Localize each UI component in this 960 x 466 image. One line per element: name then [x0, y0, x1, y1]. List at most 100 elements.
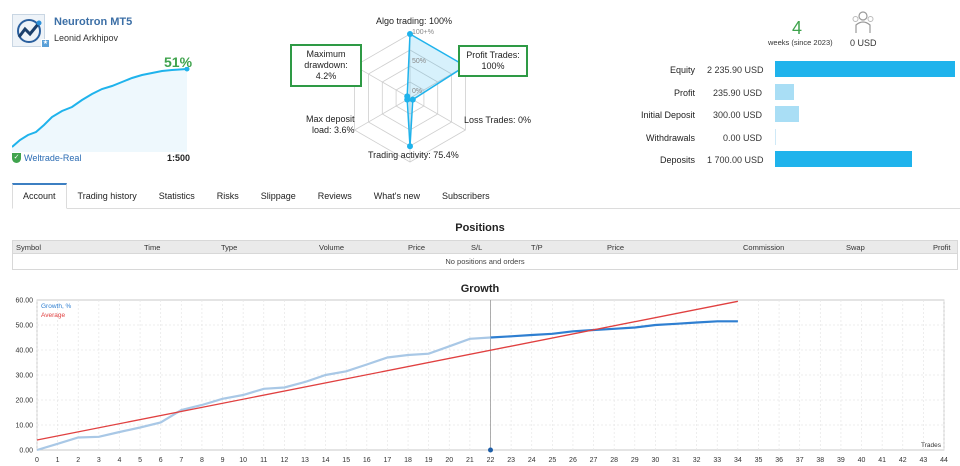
col-tp[interactable]: T/P: [531, 243, 543, 252]
x-tick-label: 35: [755, 457, 763, 464]
x-tick-label: 33: [713, 457, 721, 464]
col-symbol[interactable]: Symbol: [16, 243, 42, 252]
broker-name[interactable]: Weltrade-Real: [24, 153, 82, 163]
tab-risks[interactable]: Risks: [216, 191, 239, 201]
balance-row-deposits: Deposits 1 700.00 USD: [630, 150, 960, 173]
col-swap[interactable]: Swap: [846, 243, 865, 252]
current-marker-dot[interactable]: [488, 447, 493, 453]
tab-reviews[interactable]: Reviews: [317, 191, 352, 201]
account-type-badge: ★: [41, 39, 50, 48]
col-price[interactable]: Price: [408, 243, 426, 252]
x-tick-label: 36: [775, 457, 783, 464]
x-tick-label: 32: [693, 457, 701, 464]
tab-trading-history[interactable]: Trading history: [77, 191, 137, 201]
x-tick-label: 37: [796, 457, 804, 464]
subscribers-value: 0 USD: [850, 38, 877, 48]
tab-slippage[interactable]: Slippage: [260, 191, 296, 201]
verified-shield-icon: ✓: [12, 153, 21, 163]
positions-table: Symbol Time Type Volume Price S/L T/P Pr…: [12, 240, 958, 270]
radar-tick-100: 100+%: [412, 29, 434, 36]
radar-label-load: Max deposit load: 3.6%: [306, 114, 355, 136]
x-tick-label: 5: [138, 457, 142, 464]
balance-value: 1 700.00 USD: [707, 155, 764, 165]
x-tick-label: 2: [76, 457, 80, 464]
radar-drawdown-label: Maximum: [306, 49, 346, 59]
x-tick-label: 42: [899, 457, 907, 464]
balance-row-initial-deposit: Initial Deposit 300.00 USD: [630, 105, 960, 128]
x-tick-label: 26: [569, 457, 577, 464]
balance-row-equity: Equity 2 235.90 USD: [630, 60, 960, 83]
growth-chart: 0 1 2 3 4 5 6 7 8 9 10 11 12 13 14 15 16 17 18 19 20 21 22 23 24…: [15, 298, 948, 465]
x-tick-label: 18: [404, 457, 412, 464]
x-tick-label: 28: [610, 457, 618, 464]
col-volume[interactable]: Volume: [319, 243, 345, 252]
x-tick-label: 3: [97, 457, 101, 464]
x-tick-label: 0: [35, 457, 39, 464]
signal-author[interactable]: Leonid Arkhipov: [54, 33, 119, 43]
balance-label: Equity: [669, 65, 695, 75]
col-time[interactable]: Time: [144, 243, 161, 252]
growth-series-recent: [490, 320, 738, 339]
radar-point-loss: [409, 96, 416, 103]
tab-subscribers[interactable]: Subscribers: [442, 191, 490, 201]
balance-bar: [775, 151, 912, 167]
radar-point-drawdown: [404, 93, 411, 100]
tab-account[interactable]: Account: [12, 183, 67, 209]
x-tick-label: 11: [260, 457, 267, 464]
col-commission[interactable]: Commission: [743, 243, 785, 252]
y-tick-label: 40.00: [15, 348, 33, 355]
x-tick-label: 9: [221, 457, 225, 464]
balance-label: Profit: [673, 87, 695, 98]
signal-name[interactable]: Neurotron MT5: [54, 16, 133, 28]
balance-row-profit: Profit 235.90 USD: [630, 83, 960, 106]
radar-point-activity: [407, 143, 413, 150]
weeks-label: weeks (since 2023): [768, 38, 833, 47]
x-tick-label: 10: [239, 457, 247, 464]
y-tick-label: 30.00: [15, 373, 33, 380]
x-tick-label: 17: [384, 457, 392, 464]
radar-chart: [354, 31, 469, 163]
balance-value: 0.00 USD: [722, 132, 762, 143]
balance-bar: [775, 128, 776, 145]
x-tick-label: 41: [878, 457, 886, 464]
x-tick-label: 31: [672, 457, 680, 464]
col-profit[interactable]: Profit: [933, 243, 951, 252]
positions-header: Symbol Time Type Volume Price S/L T/P Pr…: [13, 241, 957, 254]
x-tick-label: 25: [548, 457, 556, 464]
balance-label: Withdrawals: [645, 132, 695, 143]
x-axis-label: Trades: [921, 442, 942, 449]
positions-title: Positions: [455, 222, 505, 234]
tab-whats-new[interactable]: What's new: [373, 191, 421, 201]
radar-point-algo: [407, 31, 413, 37]
radar-profit-label: Profit Trades:: [466, 50, 520, 60]
radar-box-profit-trades: Profit Trades: 100%: [458, 45, 528, 77]
legend-growth[interactable]: Growth, %: [41, 303, 72, 310]
balance-bar: [775, 61, 955, 77]
balance-summary: Equity 2 235.90 USD Profit 235.90 USD In…: [630, 60, 960, 173]
x-tick-label: 38: [816, 457, 824, 464]
x-tick-label: 44: [940, 457, 948, 464]
radar-axis: [354, 65, 411, 99]
y-tick-label: 50.00: [15, 323, 33, 330]
tab-statistics[interactable]: Statistics: [158, 191, 195, 201]
radar-box-max-drawdown: Maximum drawdown: 4.2%: [290, 44, 362, 87]
signal-tabs: Account Trading history Statistics Risks…: [12, 183, 960, 209]
x-tick-label: 8: [200, 457, 204, 464]
x-tick-label: 22: [487, 457, 495, 464]
broker-link[interactable]: ✓ Weltrade-Real: [12, 153, 81, 163]
x-tick-label: 6: [159, 457, 163, 464]
col-type[interactable]: Type: [221, 243, 238, 252]
x-tick-label: 24: [528, 457, 536, 464]
col-price-current[interactable]: Price: [607, 243, 625, 252]
col-sl[interactable]: S/L: [471, 243, 483, 252]
balance-label: Deposits: [659, 155, 695, 165]
radar-label-activity: Trading activity: 75.4%: [368, 150, 459, 160]
radar-profit-value: 100%: [481, 61, 505, 71]
y-tick-label: 20.00: [15, 398, 33, 405]
x-tick-label: 30: [652, 457, 660, 464]
radar-tick-50: 50%: [412, 58, 427, 65]
growth-series-history: [36, 336, 491, 452]
legend-average[interactable]: Average: [41, 312, 65, 319]
y-tick-label: 60.00: [15, 298, 33, 305]
signal-avatar[interactable]: [12, 14, 45, 47]
